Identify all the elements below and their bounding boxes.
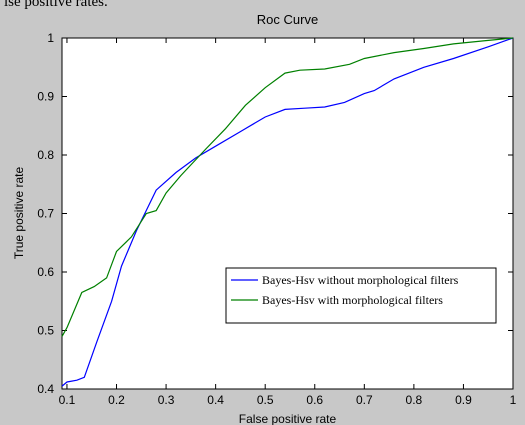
x-tick-label: 0.7	[356, 393, 373, 407]
series-line-with-filters	[61, 37, 514, 337]
legend-box	[225, 267, 497, 324]
y-tick-label: 0.8	[37, 148, 54, 162]
x-tick-label: 0.4	[207, 393, 224, 407]
y-tick-label: 0.9	[37, 90, 54, 104]
x-axis-title: False positive rate	[239, 412, 337, 425]
legend: Bayes-Hsv without morphological filters …	[225, 267, 497, 324]
x-tick-label: 0.9	[455, 393, 472, 407]
x-tick-label: 0.8	[406, 393, 423, 407]
y-tick-label: 1	[47, 31, 54, 45]
y-axis-title: True positive rate	[12, 167, 26, 260]
x-tick-label: 0.3	[158, 393, 175, 407]
y-tick-label: 0.4	[37, 382, 54, 396]
series-lines	[61, 37, 514, 387]
chart-title: Roc Curve	[257, 12, 318, 27]
legend-label-with: Bayes-Hsv with morphological filters	[262, 293, 443, 307]
y-tick-label: 0.5	[37, 324, 54, 338]
caption-fragment: lse positive rates.	[4, 0, 108, 10]
x-tick-label: 0.1	[59, 393, 76, 407]
y-tick-label: 0.7	[37, 207, 54, 221]
axis-ticks: 0.1 0.2 0.3 0.4 0.5 0.6 0.7 0.8 0.9 1 0.4 0.5 0.6 0.7…	[37, 31, 516, 407]
x-tick-label: 0.6	[306, 393, 323, 407]
x-tick-label: 1	[510, 393, 517, 407]
series-line-without-filters	[61, 37, 514, 387]
x-tick-label: 0.5	[257, 393, 274, 407]
y-tick-label: 0.6	[37, 265, 54, 279]
legend-label-without: Bayes-Hsv without morphological filters	[262, 273, 459, 287]
plot-area	[61, 37, 514, 390]
x-tick-label: 0.2	[108, 393, 125, 407]
